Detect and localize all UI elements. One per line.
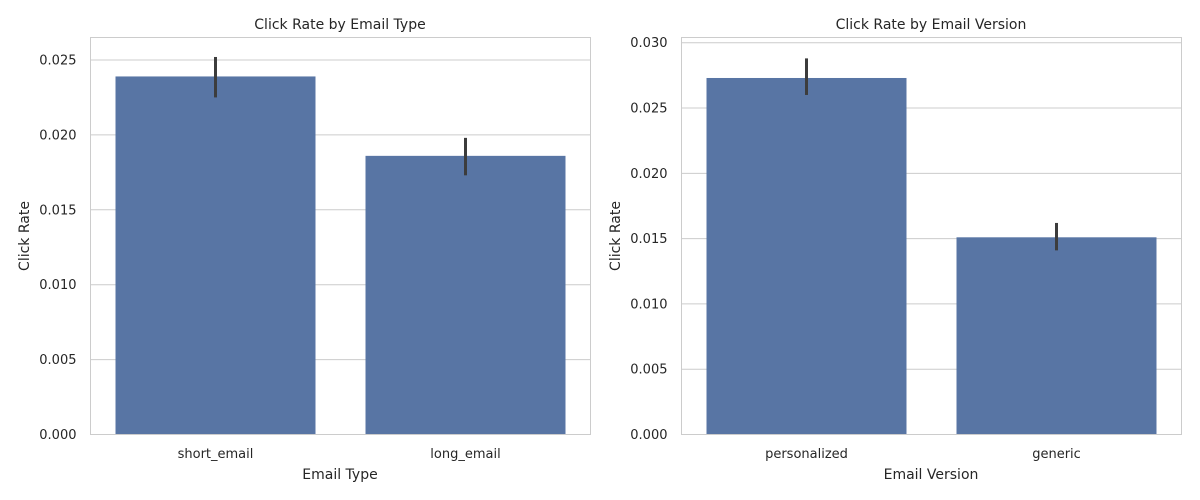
chart-title: Click Rate by Email Version: [836, 17, 1027, 33]
bars: [115, 76, 566, 435]
y-tick-label: 0.015: [39, 203, 76, 218]
chart-title: Click Rate by Email Type: [254, 17, 425, 33]
error-bars: [214, 56, 467, 176]
y-tick-label: 0.005: [39, 353, 76, 368]
y-tick-labels: 0.000 0.005 0.010 0.015 0.020 0.025: [39, 53, 76, 443]
bar: [956, 237, 1157, 435]
y-tick-label: 0.010: [630, 297, 667, 312]
x-tick-labels: personalized generic: [765, 447, 1081, 462]
chart-panel-email-type: Click Rate by Email Type 0.000 0.005 0.010…: [17, 17, 591, 483]
y-tick-label: 0.020: [39, 128, 76, 143]
bar: [706, 77, 907, 435]
y-tick-label: 0.010: [39, 278, 76, 293]
bar: [115, 76, 316, 435]
y-tick-label: 0.015: [630, 232, 667, 247]
y-axis-label: Click Rate: [17, 201, 33, 271]
y-axis-label: Click Rate: [608, 201, 624, 271]
x-tick-label: generic: [1032, 447, 1081, 462]
y-tick-labels: 0.000 0.005 0.010 0.015 0.020 0.025 0.030: [630, 36, 667, 443]
bar: [365, 155, 566, 435]
plot-frame: [681, 37, 1182, 435]
y-tick-label: 0.005: [630, 363, 667, 378]
x-axis-label: Email Version: [884, 467, 979, 483]
y-tick-label: 0.000: [630, 428, 667, 443]
y-tick-label: 0.025: [39, 53, 76, 68]
y-tick-label: 0.025: [630, 102, 667, 117]
y-tick-label: 0.000: [39, 428, 76, 443]
x-tick-label: personalized: [765, 447, 848, 462]
x-tick-labels: short_email long_email: [178, 447, 501, 462]
y-tick-label: 0.030: [630, 36, 667, 51]
plot-frame: [90, 37, 591, 435]
chart-panel-email-version: Click Rate by Email Version 0.0000.0050.…: [608, 17, 1182, 483]
error-bars: [805, 58, 1058, 251]
bars: [706, 77, 1157, 435]
x-axis-label: Email Type: [302, 467, 377, 483]
y-tick-label: 0.020: [630, 167, 667, 182]
x-tick-label: long_email: [430, 447, 500, 462]
x-tick-label: short_email: [178, 447, 254, 462]
